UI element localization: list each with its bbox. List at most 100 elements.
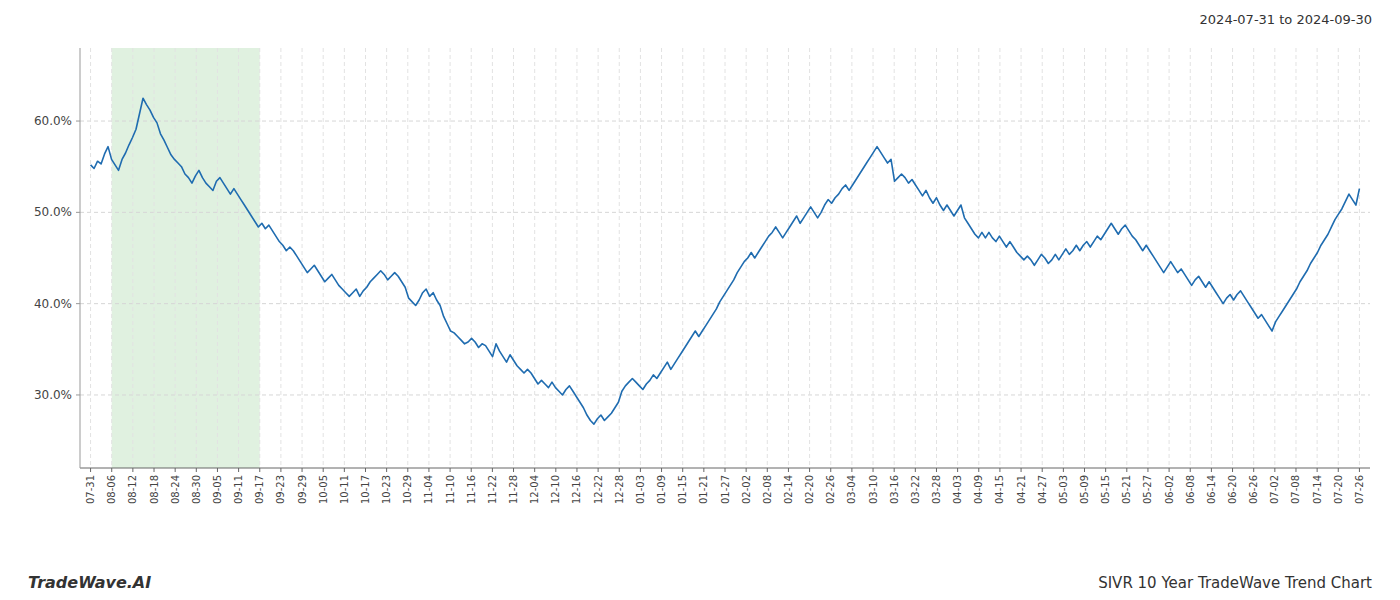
x-grid-line bbox=[1359, 48, 1360, 468]
x-tick bbox=[1105, 468, 1106, 472]
x-tick bbox=[450, 468, 451, 472]
x-tick-label: 11-04 bbox=[423, 475, 434, 504]
x-tick bbox=[1063, 468, 1064, 472]
x-tick bbox=[598, 468, 599, 472]
x-tick bbox=[1211, 468, 1212, 472]
x-tick bbox=[280, 468, 281, 472]
x-tick bbox=[365, 468, 366, 472]
x-grid-line bbox=[407, 48, 408, 468]
x-tick bbox=[217, 468, 218, 472]
x-tick-label: 09-11 bbox=[233, 475, 244, 504]
x-tick bbox=[682, 468, 683, 472]
x-grid-line bbox=[619, 48, 620, 468]
x-tick bbox=[471, 468, 472, 472]
x-tick bbox=[640, 468, 641, 472]
x-tick-label: 11-10 bbox=[445, 475, 456, 504]
x-grid-line bbox=[450, 48, 451, 468]
x-grid-line bbox=[936, 48, 937, 468]
x-tick bbox=[259, 468, 260, 472]
x-tick bbox=[957, 468, 958, 472]
x-grid-line bbox=[1253, 48, 1254, 468]
plot-area bbox=[112, 48, 260, 468]
x-grid-line bbox=[1126, 48, 1127, 468]
x-grid-line bbox=[302, 48, 303, 468]
x-tick bbox=[534, 468, 535, 472]
x-grid-line bbox=[1211, 48, 1212, 468]
x-grid-line bbox=[725, 48, 726, 468]
x-tick bbox=[1253, 468, 1254, 472]
x-tick-label: 05-15 bbox=[1100, 475, 1111, 504]
x-tick bbox=[936, 468, 937, 472]
y-axis-line bbox=[80, 48, 81, 468]
x-grid-line bbox=[386, 48, 387, 468]
x-tick-label: 02-14 bbox=[783, 475, 794, 504]
x-grid-line bbox=[1063, 48, 1064, 468]
x-grid-line bbox=[365, 48, 366, 468]
x-tick-label: 10-05 bbox=[318, 475, 329, 504]
x-tick-label: 07-02 bbox=[1269, 475, 1280, 504]
x-tick bbox=[111, 468, 112, 472]
x-grid-line bbox=[534, 48, 535, 468]
x-grid-line bbox=[1169, 48, 1170, 468]
x-grid-line bbox=[978, 48, 979, 468]
x-grid-line bbox=[175, 48, 176, 468]
x-tick bbox=[1232, 468, 1233, 472]
x-tick-label: 10-29 bbox=[402, 475, 413, 504]
x-grid-line bbox=[132, 48, 133, 468]
x-grid-line bbox=[323, 48, 324, 468]
x-tick-label: 08-12 bbox=[127, 475, 138, 504]
x-tick-label: 03-28 bbox=[931, 475, 942, 504]
x-tick-label: 01-21 bbox=[698, 475, 709, 504]
x-grid-line bbox=[746, 48, 747, 468]
x-tick bbox=[1042, 468, 1043, 472]
x-grid-line bbox=[1232, 48, 1233, 468]
x-tick-label: 04-21 bbox=[1016, 475, 1027, 504]
x-grid-line bbox=[217, 48, 218, 468]
x-tick bbox=[386, 468, 387, 472]
x-tick bbox=[725, 468, 726, 472]
annotation: TradeWave.AI bbox=[28, 573, 151, 592]
y-tick-label: 50.0% bbox=[34, 205, 72, 219]
x-grid-line bbox=[1105, 48, 1106, 468]
x-tick-label: 09-23 bbox=[275, 475, 286, 504]
x-tick bbox=[809, 468, 810, 472]
x-tick bbox=[428, 468, 429, 472]
x-tick bbox=[323, 468, 324, 472]
x-tick-label: 08-06 bbox=[106, 475, 117, 504]
x-tick bbox=[1359, 468, 1360, 472]
x-grid-line bbox=[428, 48, 429, 468]
x-tick bbox=[999, 468, 1000, 472]
x-tick bbox=[1274, 468, 1275, 472]
x-tick bbox=[154, 468, 155, 472]
x-grid-line bbox=[1042, 48, 1043, 468]
x-tick bbox=[830, 468, 831, 472]
x-tick bbox=[661, 468, 662, 472]
x-grid-line bbox=[661, 48, 662, 468]
x-tick-label: 12-28 bbox=[614, 475, 625, 504]
x-tick bbox=[1084, 468, 1085, 472]
x-tick bbox=[915, 468, 916, 472]
x-grid-line bbox=[894, 48, 895, 468]
x-tick-label: 05-09 bbox=[1079, 475, 1090, 504]
x-tick bbox=[1317, 468, 1318, 472]
x-grid-line bbox=[492, 48, 493, 468]
x-tick bbox=[344, 468, 345, 472]
x-tick-label: 07-08 bbox=[1290, 475, 1301, 504]
x-tick-label: 08-18 bbox=[149, 475, 160, 504]
x-tick-label: 04-09 bbox=[973, 475, 984, 504]
x-tick-label: 04-03 bbox=[952, 475, 963, 504]
x-tick-label: 12-04 bbox=[529, 475, 540, 504]
x-grid-line bbox=[471, 48, 472, 468]
chart: 07-3108-0608-1208-1808-2408-3009-0509-11… bbox=[0, 0, 1400, 600]
x-tick-label: 08-24 bbox=[170, 475, 181, 504]
x-tick-label: 07-31 bbox=[85, 475, 96, 504]
x-tick-label: 09-05 bbox=[212, 475, 223, 504]
x-tick-label: 10-17 bbox=[360, 475, 371, 504]
x-grid-line bbox=[873, 48, 874, 468]
x-tick-label: 12-16 bbox=[571, 475, 582, 504]
subtitle: 2024-07-31 to 2024-09-30 bbox=[1200, 12, 1372, 27]
x-tick bbox=[492, 468, 493, 472]
x-tick-label: 11-28 bbox=[508, 475, 519, 504]
x-tick-label: 03-16 bbox=[889, 475, 900, 504]
x-grid-line bbox=[1274, 48, 1275, 468]
